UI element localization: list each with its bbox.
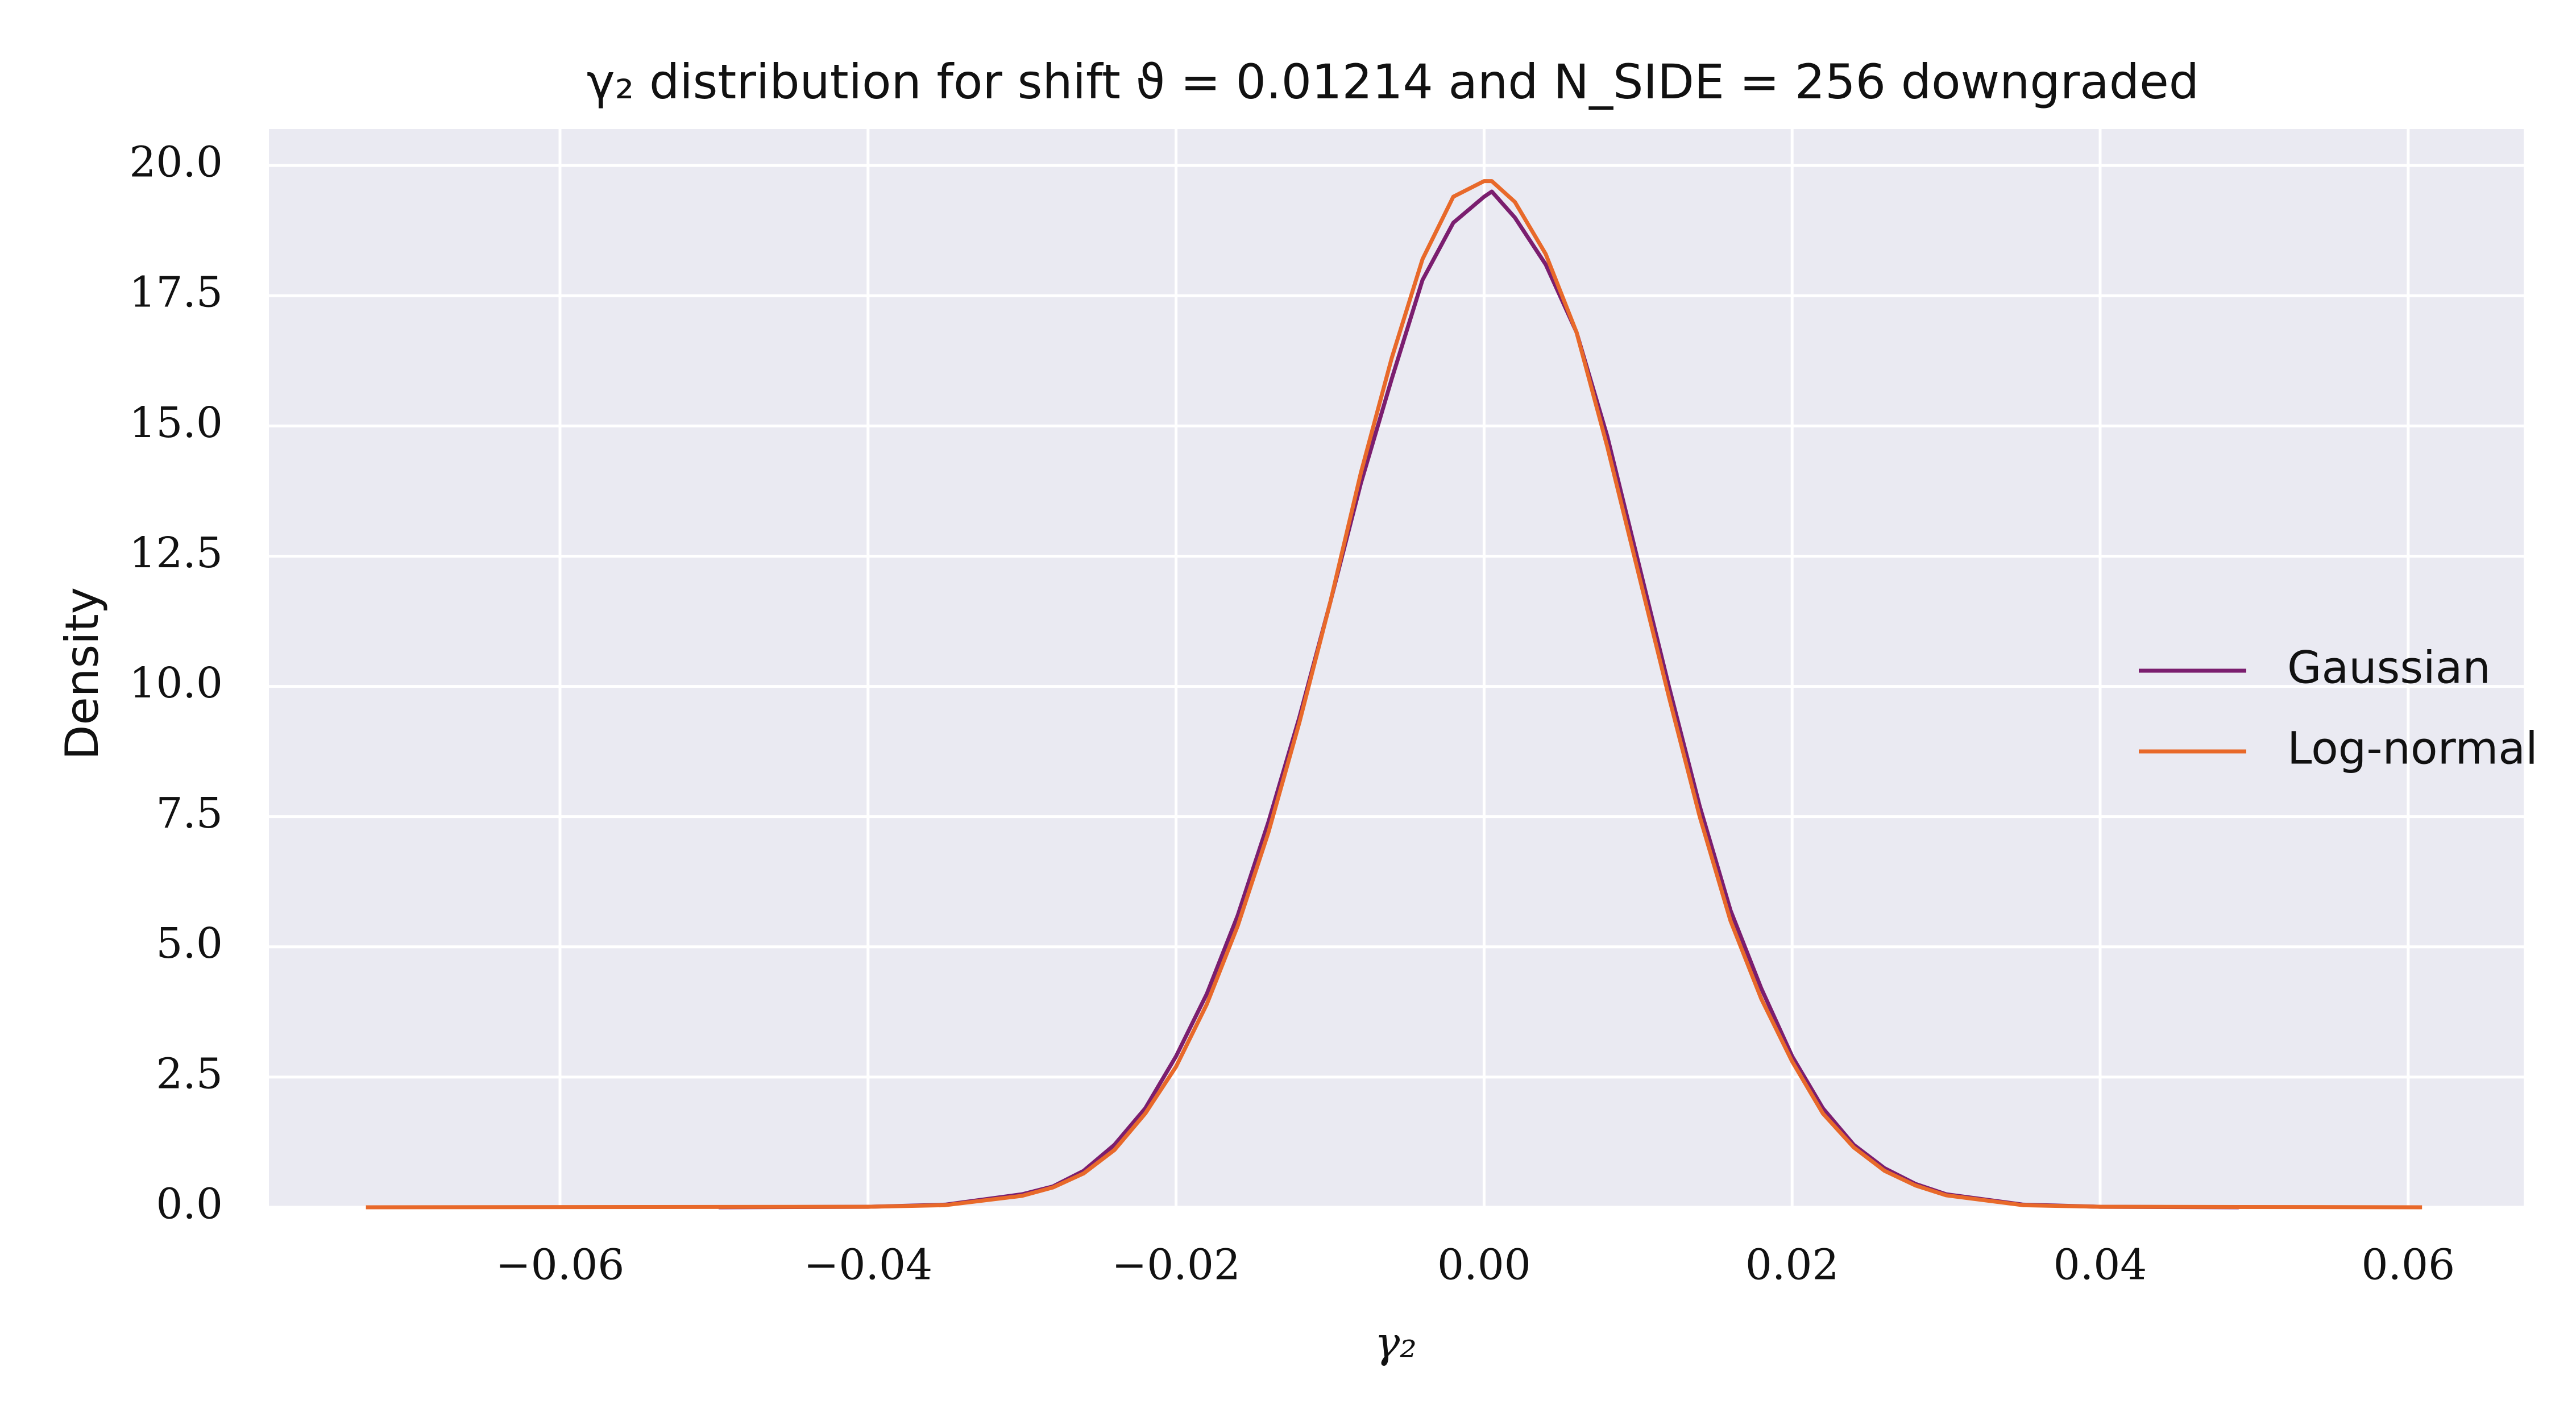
y-tick-label: 7.5 <box>156 789 223 838</box>
y-tick-label: 20.0 <box>129 138 223 187</box>
y-tick-label: 17.5 <box>129 268 223 317</box>
line-series <box>366 179 2422 1210</box>
x-tick-label: −0.04 <box>803 1240 932 1289</box>
x-axis-label: γ₂ <box>1375 1318 1417 1367</box>
y-tick-label: 0.0 <box>156 1179 223 1228</box>
line-series <box>719 189 2239 1210</box>
x-tick-label: −0.02 <box>1111 1240 1241 1289</box>
y-tick-label: 12.5 <box>129 529 223 577</box>
y-tick-label: 15.0 <box>129 398 223 447</box>
y-axis-label: Density <box>56 587 109 760</box>
y-tick-label: 10.0 <box>129 659 223 708</box>
y-tick-label: 5.0 <box>156 919 223 968</box>
x-tick-label: 0.00 <box>1437 1240 1531 1289</box>
x-tick-label: 0.02 <box>1745 1240 1839 1289</box>
legend-label: Gaussian <box>2287 642 2491 693</box>
plot-area <box>269 129 2524 1207</box>
x-tick-label: −0.06 <box>496 1240 625 1289</box>
legend-label: Log-normal <box>2287 723 2538 774</box>
x-tick-label: 0.06 <box>2361 1240 2455 1289</box>
chart-title: γ₂ distribution for shift ϑ = 0.01214 an… <box>587 54 2199 110</box>
x-tick-label: 0.04 <box>2054 1240 2147 1289</box>
y-tick-label: 2.5 <box>156 1049 223 1098</box>
